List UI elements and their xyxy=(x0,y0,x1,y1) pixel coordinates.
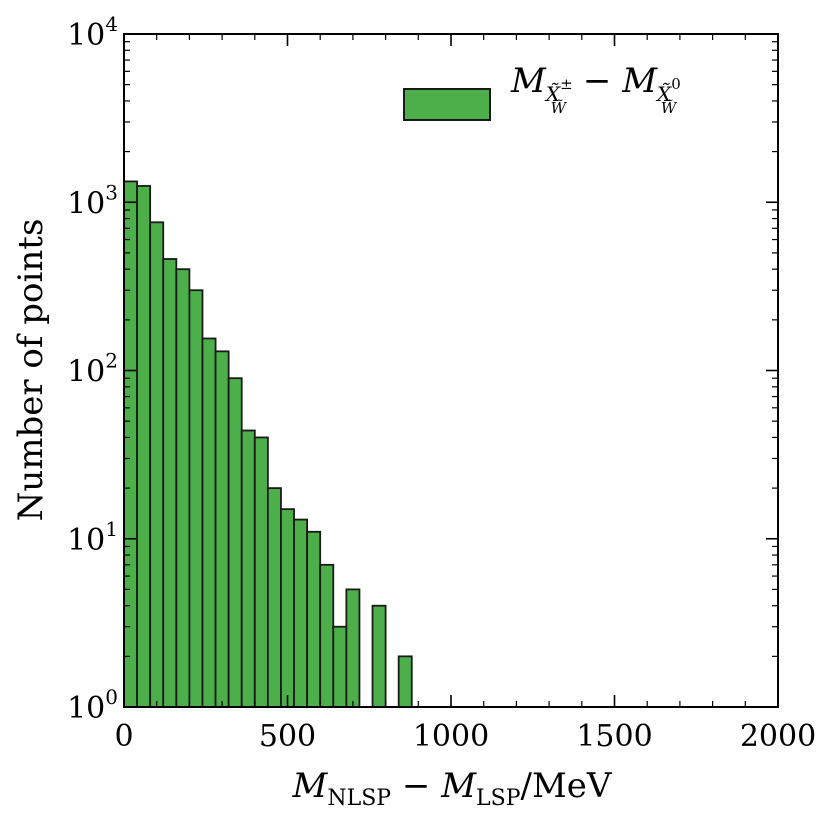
x-label-sub1: NLSP xyxy=(327,786,391,811)
histogram-bar xyxy=(201,337,217,708)
legend-sub1-base: X̃ xyxy=(544,82,561,106)
legend-sub2-base: X̃ xyxy=(655,82,672,106)
x-label-sub2: LSP xyxy=(476,786,521,811)
legend-sub1-sub: W̃ xyxy=(551,99,568,117)
y-tick-label: 103 xyxy=(67,180,118,221)
histogram-bar xyxy=(345,588,361,708)
x-tick-label: 1000 xyxy=(413,719,489,754)
histogram-bar xyxy=(371,604,387,708)
histogram-bar xyxy=(397,655,413,708)
legend-sub1-sup: ± xyxy=(560,75,573,93)
histogram-bar xyxy=(280,508,295,708)
x-tick-label: 500 xyxy=(259,719,316,754)
histogram-bar xyxy=(162,258,178,708)
y-axis-label: Number of points xyxy=(11,219,51,522)
x-label-m2: M xyxy=(440,766,477,806)
bars-group xyxy=(123,180,413,708)
histogram-bar xyxy=(240,429,256,708)
legend-sub2-sup: 0 xyxy=(671,75,681,93)
legend-swatch xyxy=(403,88,491,121)
major-ticks xyxy=(123,33,779,708)
legend-m1: M xyxy=(510,61,547,101)
histogram-bar xyxy=(136,185,152,708)
y-tick-label: 100 xyxy=(67,685,118,726)
x-tick-label: 0 xyxy=(114,719,133,754)
x-label-minus: − xyxy=(391,766,441,806)
x-axis-label: MNLSP − MLSP/MeV xyxy=(292,766,613,811)
histogram-bar xyxy=(253,436,269,708)
x-label-m1: M xyxy=(292,766,329,806)
y-tick-labels: 100 101 102 103 104 xyxy=(67,12,118,726)
histogram-bar xyxy=(175,268,191,708)
histogram-bar xyxy=(306,530,322,708)
y-tick-label: 101 xyxy=(67,517,118,558)
legend-sub2-sub: W̃ xyxy=(661,99,678,117)
legend: MX̃± W̃ − MX̃0 W̃ xyxy=(403,61,681,121)
x-tick-labels: 0 500 1000 1500 2000 xyxy=(114,719,816,754)
x-tick-label: 1500 xyxy=(576,719,652,754)
histogram-bar xyxy=(123,180,138,708)
histogram-bar xyxy=(293,518,309,708)
histogram-bar xyxy=(319,563,335,708)
legend-label: MX̃± W̃ − MX̃0 W̃ xyxy=(510,61,681,117)
histogram-bar xyxy=(332,625,348,708)
legend-m2: M xyxy=(621,61,658,101)
y-tick-label: 102 xyxy=(67,349,118,390)
histogram-bar xyxy=(214,350,230,708)
histogram-bar xyxy=(266,487,282,708)
legend-minus: − xyxy=(572,61,622,101)
histogram-bar xyxy=(227,377,243,708)
histogram-bar xyxy=(188,289,204,708)
histogram-bar xyxy=(149,221,165,708)
x-tick-label: 2000 xyxy=(740,719,816,754)
x-label-unit: /MeV xyxy=(521,766,613,806)
y-tick-label: 104 xyxy=(67,12,118,53)
